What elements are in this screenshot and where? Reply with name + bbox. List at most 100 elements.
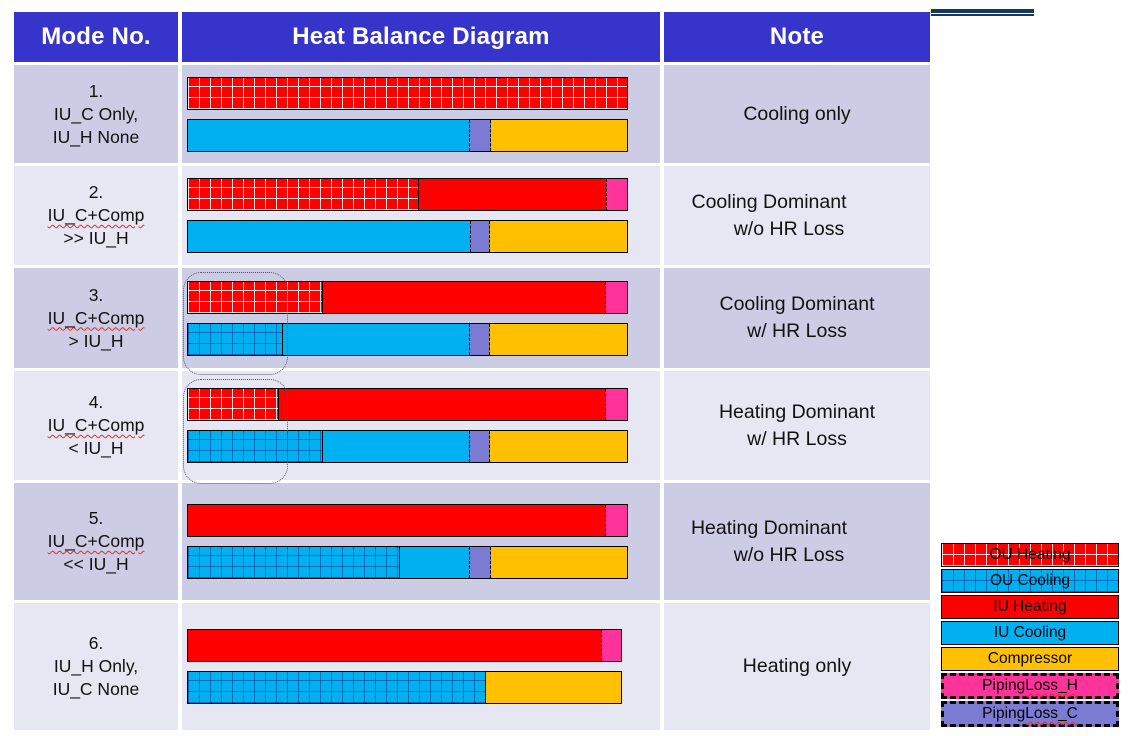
segment-piping_h [601,630,621,661]
mode-line: 6. [88,633,104,653]
top-bar [187,504,628,537]
segment-iu_heating [188,630,602,661]
mode-cell-2: 2. IU_C+Comp >> IU_H [14,166,178,265]
note-line: Cooling Dominant [719,293,875,315]
segment-ou_cooling [188,672,486,703]
segment-iu_cooling [399,547,469,578]
segment-iu_cooling [322,431,469,462]
note-cell-5: Heating Dominant w/o HR Loss [664,483,930,600]
legend-item-piping_h: Piping Loss_H [941,673,1119,699]
legend-item-compressor: Compressor [941,647,1119,671]
note-cell-4: Heating Dominant w/ HR Loss [664,371,930,480]
top-bar [187,629,622,662]
note-cell-3: Cooling Dominant w/ HR Loss [664,268,930,368]
mode-line: 5. [88,508,104,528]
note-line: Cooling only [743,102,851,125]
segment-compressor [490,547,627,578]
segment-ou_cooling [188,547,400,578]
segment-ou_cooling [188,323,282,355]
segment-iu_cooling [188,119,469,151]
mode-cell-6: 6. IU_H Only, IU_C None [14,603,178,730]
legend-item-iu_heating: IU Heating [941,595,1119,619]
legend-item-ou_cooling: OU Cooling [941,569,1119,593]
mode-line: IU_H Only, [53,656,139,676]
bottom-bar [187,118,628,152]
diagram-cell-3 [182,268,660,375]
segment-ou_cooling [188,431,323,462]
legend-item-iu_cooling: IU Cooling [941,621,1119,645]
misspell-squiggle: IU_C+Comp [47,307,145,328]
mode-line: IU_H None [52,126,140,147]
segment-ou_heating [188,179,419,210]
legend-label: Piping [982,705,1026,722]
note-cell-1: Cooling only [664,65,930,163]
mode-line: << IU_H [63,554,129,574]
misspell-squiggle: IU_C+Comp [47,415,145,435]
mode-line: 3. [88,284,104,305]
segment-ou_heating [188,389,278,420]
note-line: Heating Dominant [718,400,876,423]
mode-cell-5: 5. IU_C+Comp << IU_H [14,483,178,600]
top-bar [187,280,628,314]
note-line: w/ HR Loss [747,320,847,342]
note-cell-2: Cooling Dominant w/o HR Loss [664,166,930,265]
segment-piping_c [468,119,491,151]
segment-iu_heating [322,281,606,313]
bottom-bar [187,220,628,253]
mode-cell-1: 1. IU_C Only, IU_H None [14,65,178,163]
note-line: w/o HR Loss [733,543,845,566]
legend-item-ou_heating: OU Heating [941,543,1119,567]
mode-line: < IU_H [68,438,124,458]
segment-compressor [490,431,627,462]
diagram-cell-1 [182,65,660,163]
bottom-bar [187,671,622,704]
top-bar [187,388,628,421]
segment-compressor [490,323,627,355]
header-mode-no: Mode No. [14,12,178,62]
segment-compressor [489,221,627,252]
accent-line-thick [931,9,1034,13]
segment-iu_heating [418,179,606,210]
segment-iu_cooling [281,323,469,355]
diagram-cell-2 [182,166,660,265]
segment-iu_cooling [188,221,470,252]
accent-line-thin [931,14,1034,16]
note-line: Heating Dominant [690,516,848,539]
mode-line: IU_C+Comp [48,307,145,330]
note-cell-6: Heating only [664,603,930,730]
segment-ou_heating [188,77,627,109]
note-line: w/ HR Loss [747,427,847,450]
mode-line: 2. [88,182,104,202]
misspell-squiggle: IU_C+Comp [47,205,145,225]
mode-line: IU_C+Comp [48,204,145,227]
mode-line: IU_C None [52,679,140,699]
accent-line [931,9,1034,16]
bottom-bar [187,430,628,463]
header-note: Note [664,12,930,62]
heat-balance-table: Mode No. Heat Balance Diagram Note 1. IU_… [14,12,930,730]
mode-cell-4: 4. IU_C+Comp < IU_H [14,371,178,480]
top-bar [187,178,628,211]
segment-piping_h [605,281,627,313]
misspell-squiggle: Loss_H [1025,677,1078,694]
misspell-squiggle: IU_C+Comp [47,531,145,551]
segment-ou_heating [188,281,323,313]
segment-piping_h [605,505,627,536]
segment-piping_c [468,323,491,355]
bottom-bar [187,546,628,579]
bottom-bar [187,322,628,356]
top-bar [187,76,628,110]
diagram-cell-4 [182,371,660,484]
segment-compressor [490,119,627,151]
note-line: Heating only [742,655,852,677]
mode-line: IU_C+Comp [48,414,145,437]
mode-line: 4. [88,392,104,412]
segment-piping_c [468,431,491,462]
segment-iu_heating [188,505,606,536]
segment-piping_h [605,179,627,210]
legend-label: Piping [982,677,1026,694]
mode-line: IU_C+Comp [48,530,145,553]
header-heat-balance-diagram: Heat Balance Diagram [182,12,660,62]
legend-item-piping_c: Piping Loss_C [941,701,1119,727]
